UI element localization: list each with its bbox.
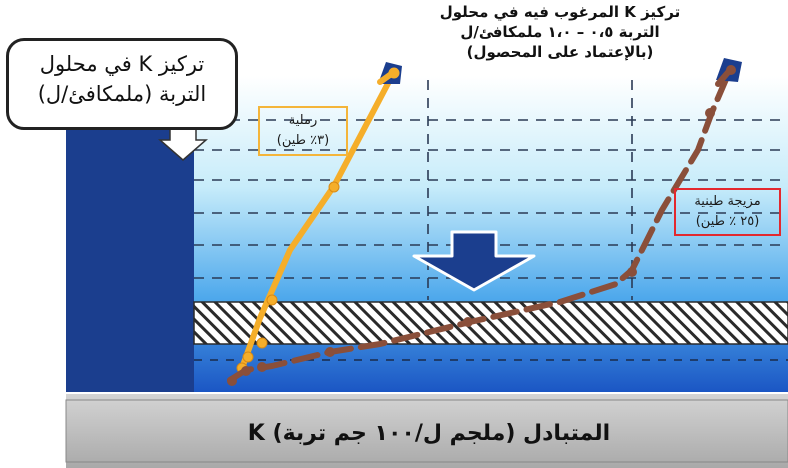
data-point — [266, 294, 278, 306]
top-note-line-2: التربة ٠،٥ – ١،٠ ملمكافئ/ل — [460, 23, 660, 41]
data-point — [463, 317, 473, 327]
clay-loam-curve — [227, 58, 742, 386]
data-point — [627, 267, 637, 277]
top-note-line-1: تركيز K المرغوب فيه في محلول — [439, 3, 681, 21]
data-point — [726, 65, 736, 75]
y-axis-bar — [66, 118, 194, 392]
y-axis-callout: تركيز K في محلول التربة (ملمكافئ/ل) — [6, 38, 238, 130]
data-point — [328, 181, 340, 193]
data-point — [241, 366, 251, 376]
x-axis-band-border — [65, 399, 788, 463]
desired-range-band — [193, 301, 788, 345]
down-arrow-icon — [412, 230, 536, 292]
sandy-soil-curve — [236, 62, 402, 374]
sandy-line — [239, 69, 397, 371]
callout-line-2: التربة (ملمكافئ/ل) — [37, 82, 207, 106]
x-axis-label: K المتبادل (ملجم ل/١٠٠ جم تربة) — [247, 421, 611, 446]
data-point — [325, 347, 335, 357]
data-point — [256, 337, 268, 349]
sandy-label-line-2: (٣٪ طين) — [276, 133, 330, 148]
data-point — [227, 376, 237, 386]
callout-line-1: تركيز K في محلول — [39, 52, 205, 76]
sandy-label-line-1: رملية — [288, 113, 318, 128]
sandy-soil-label: رملية (٣٪ طين) — [258, 106, 348, 156]
loam-label-line-1: مزيجة طينية — [694, 194, 761, 209]
clay-loam-line — [227, 67, 733, 383]
desired-concentration-note: تركيز K المرغوب فيه في محلول التربة ٠،٥ … — [405, 2, 715, 62]
loam-label-line-2: (٢٥ ٪ طين) — [695, 214, 760, 229]
data-point — [388, 67, 400, 79]
data-point — [242, 351, 254, 363]
top-note-line-3: (بالإعتماد على المحصول) — [466, 43, 654, 61]
x-axis-band — [66, 394, 788, 468]
clay-loam-label: مزيجة طينية (٢٥ ٪ طين) — [674, 188, 781, 236]
callout-pointer-icon — [157, 127, 209, 161]
data-point — [705, 108, 715, 118]
data-point — [257, 362, 267, 372]
